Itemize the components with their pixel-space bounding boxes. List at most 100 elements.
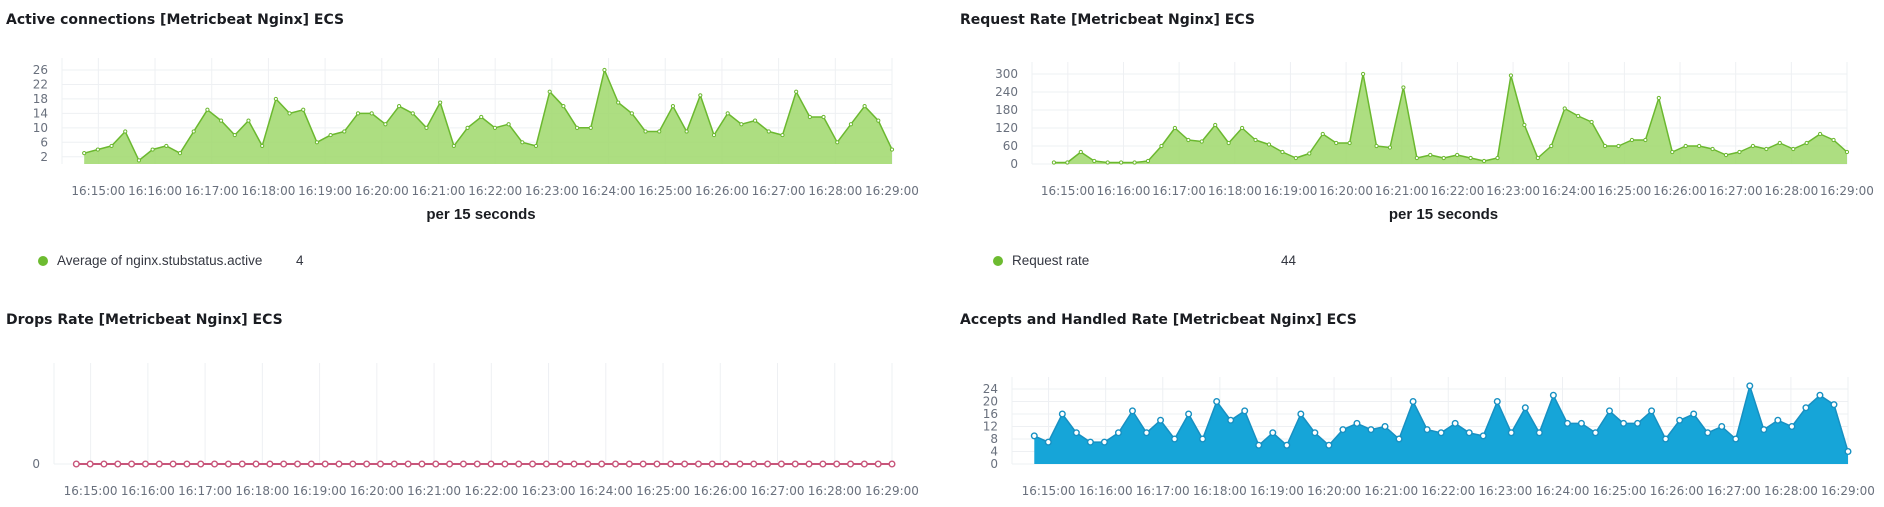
data-point[interactable] bbox=[1648, 407, 1656, 415]
data-point[interactable] bbox=[821, 114, 826, 120]
data-point[interactable] bbox=[1119, 160, 1124, 165]
data-point[interactable] bbox=[335, 460, 343, 468]
data-point[interactable] bbox=[1549, 391, 1557, 399]
data-point[interactable] bbox=[100, 460, 108, 468]
data-point[interactable] bbox=[321, 460, 329, 468]
data-point[interactable] bbox=[1620, 419, 1628, 427]
data-point[interactable] bbox=[1269, 429, 1277, 437]
data-point[interactable] bbox=[1818, 131, 1823, 137]
data-point[interactable] bbox=[82, 151, 87, 156]
data-point[interactable] bbox=[383, 122, 388, 127]
data-point[interactable] bbox=[698, 93, 703, 98]
legend-item[interactable]: Average of nginx.stubstatus.active 4 bbox=[38, 253, 304, 268]
data-point[interactable] bbox=[1562, 106, 1567, 111]
data-point[interactable] bbox=[1844, 149, 1850, 155]
data-point[interactable] bbox=[1311, 429, 1319, 437]
data-point[interactable] bbox=[86, 460, 94, 468]
data-point[interactable] bbox=[307, 460, 315, 468]
data-point[interactable] bbox=[128, 460, 136, 468]
data-point[interactable] bbox=[1804, 140, 1809, 146]
data-point[interactable] bbox=[1455, 152, 1460, 158]
data-point[interactable] bbox=[1549, 143, 1554, 149]
data-point[interactable] bbox=[764, 460, 772, 468]
data-point[interactable] bbox=[446, 460, 454, 468]
drops-rate-chart[interactable]: 0 16:15:00 16:16:00 16:17:00 16:18:00 16:19:0… bbox=[0, 300, 930, 507]
data-point[interactable] bbox=[1347, 140, 1352, 146]
data-point[interactable] bbox=[396, 104, 402, 109]
data-point[interactable] bbox=[888, 460, 896, 468]
data-point[interactable] bbox=[1535, 429, 1543, 437]
data-point[interactable] bbox=[369, 111, 374, 116]
data-point[interactable] bbox=[1339, 426, 1347, 434]
data-point[interactable] bbox=[807, 114, 812, 120]
data-point[interactable] bbox=[1718, 422, 1726, 430]
data-point[interactable] bbox=[1616, 143, 1621, 149]
data-point[interactable] bbox=[1280, 149, 1285, 155]
data-point[interactable] bbox=[232, 132, 237, 138]
data-point[interactable] bbox=[273, 96, 278, 102]
data-point[interactable] bbox=[616, 100, 621, 105]
data-point[interactable] bbox=[611, 460, 619, 468]
data-point[interactable] bbox=[177, 151, 183, 156]
data-point[interactable] bbox=[95, 147, 100, 152]
data-point[interactable] bbox=[1395, 435, 1403, 443]
data-point[interactable] bbox=[643, 129, 648, 134]
data-point[interactable] bbox=[197, 460, 205, 468]
data-point[interactable] bbox=[848, 122, 854, 127]
data-point[interactable] bbox=[708, 460, 716, 468]
data-point[interactable] bbox=[1479, 432, 1487, 440]
data-point[interactable] bbox=[833, 460, 841, 468]
data-point[interactable] bbox=[1409, 397, 1417, 405]
data-point[interactable] bbox=[739, 122, 744, 127]
data-point[interactable] bbox=[1072, 429, 1080, 437]
data-point[interactable] bbox=[1465, 429, 1473, 437]
data-point[interactable] bbox=[1535, 155, 1540, 161]
data-point[interactable] bbox=[155, 460, 163, 468]
data-point[interactable] bbox=[574, 125, 580, 130]
data-point[interactable] bbox=[1777, 140, 1782, 146]
data-point[interactable] bbox=[164, 143, 169, 149]
data-point[interactable] bbox=[301, 107, 306, 112]
data-point[interactable] bbox=[1589, 119, 1594, 125]
data-point[interactable] bbox=[169, 460, 177, 468]
data-point[interactable] bbox=[847, 460, 855, 468]
data-point[interactable] bbox=[1065, 160, 1070, 165]
data-point[interactable] bbox=[1643, 137, 1648, 143]
data-point[interactable] bbox=[390, 460, 398, 468]
data-point[interactable] bbox=[1307, 151, 1312, 156]
legend-item[interactable]: Request rate 44 bbox=[993, 253, 1296, 268]
data-point[interactable] bbox=[542, 460, 550, 468]
data-point[interactable] bbox=[1157, 416, 1165, 424]
data-point[interactable] bbox=[1227, 416, 1235, 424]
data-point[interactable] bbox=[1423, 426, 1431, 434]
data-point[interactable] bbox=[492, 125, 498, 130]
data-point[interactable] bbox=[1662, 435, 1670, 443]
data-point[interactable] bbox=[1451, 419, 1459, 427]
data-point[interactable] bbox=[1297, 410, 1305, 418]
data-point[interactable] bbox=[1213, 122, 1218, 128]
data-point[interactable] bbox=[246, 118, 251, 123]
data-point[interactable] bbox=[473, 460, 481, 468]
data-point[interactable] bbox=[711, 132, 717, 138]
data-point[interactable] bbox=[328, 132, 333, 138]
data-point[interactable] bbox=[1704, 429, 1712, 437]
data-point[interactable] bbox=[667, 460, 675, 468]
data-point[interactable] bbox=[150, 147, 155, 152]
data-point[interactable] bbox=[1283, 441, 1291, 449]
data-point[interactable] bbox=[794, 89, 799, 94]
data-point[interactable] bbox=[1577, 419, 1585, 427]
data-point[interactable] bbox=[1441, 155, 1446, 161]
data-point[interactable] bbox=[1143, 429, 1151, 437]
data-point[interactable] bbox=[684, 129, 689, 134]
data-point[interactable] bbox=[479, 114, 484, 120]
data-point[interactable] bbox=[750, 460, 758, 468]
data-point[interactable] bbox=[123, 129, 128, 134]
data-point[interactable] bbox=[376, 460, 384, 468]
data-point[interactable] bbox=[556, 460, 564, 468]
data-point[interactable] bbox=[736, 460, 744, 468]
data-point[interactable] bbox=[777, 460, 785, 468]
data-point[interactable] bbox=[602, 67, 607, 73]
data-point[interactable] bbox=[410, 111, 415, 116]
